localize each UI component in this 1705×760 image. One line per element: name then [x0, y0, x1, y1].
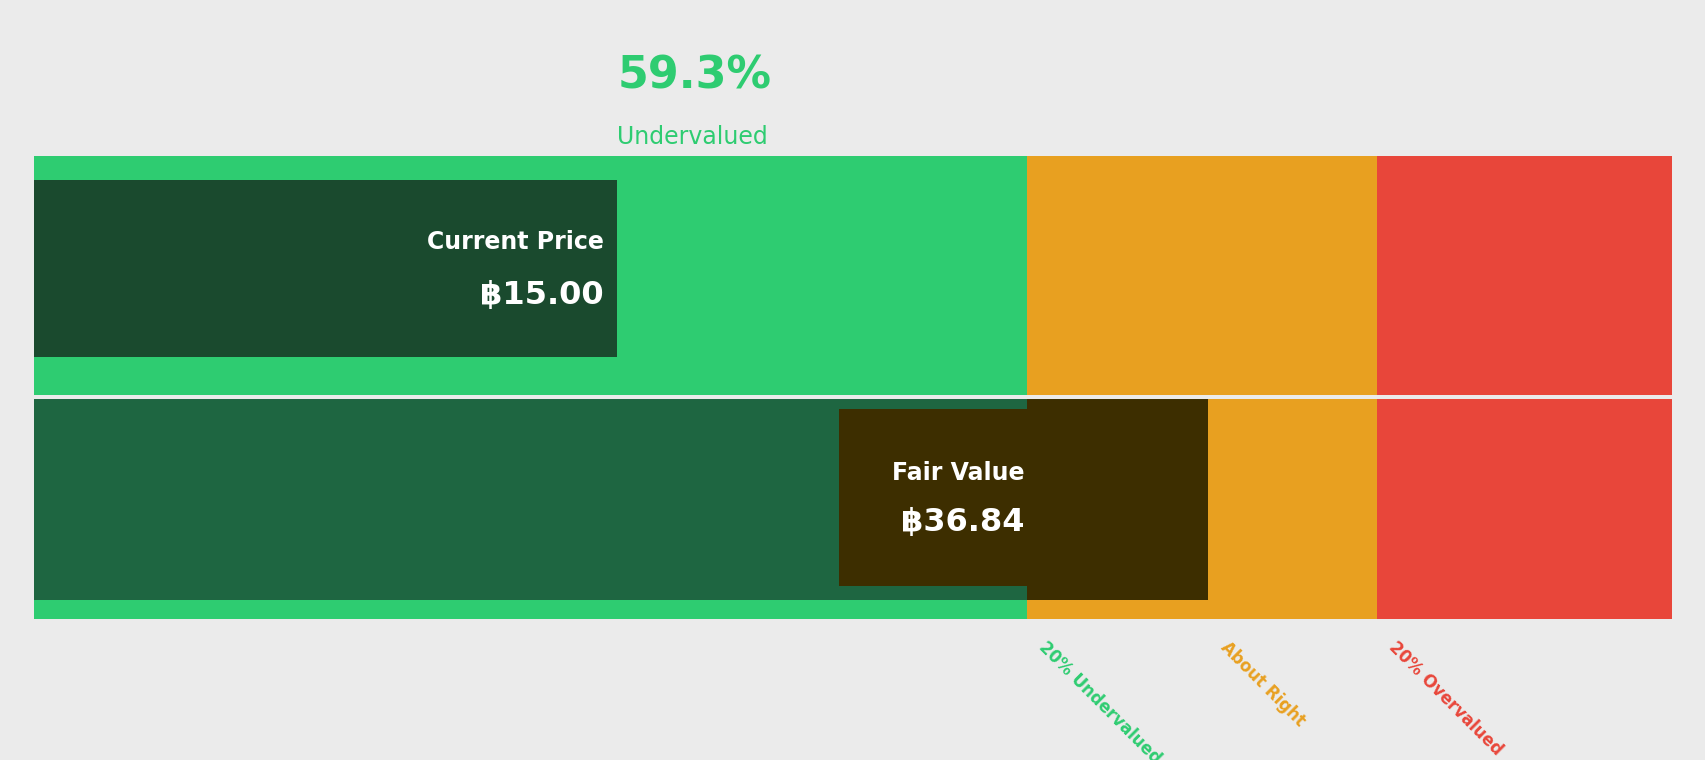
Text: 20% Overvalued: 20% Overvalued [1384, 638, 1506, 759]
Bar [34, 180, 617, 357]
Text: Fair Value: Fair Value [892, 461, 1025, 485]
Bar [1026, 399, 1207, 600]
Bar [34, 600, 1026, 619]
Bar [34, 156, 1026, 357]
Bar [1207, 376, 1376, 395]
Text: ฿15.00: ฿15.00 [479, 280, 604, 311]
Bar [34, 399, 1026, 600]
Bar [1026, 156, 1207, 357]
Bar [1376, 600, 1671, 619]
Bar [1026, 376, 1207, 395]
Bar [1207, 156, 1376, 357]
Bar [1207, 357, 1376, 376]
Bar [1207, 399, 1376, 600]
Bar [1376, 376, 1671, 395]
Bar [1207, 600, 1376, 619]
Bar [1376, 357, 1671, 376]
Text: 59.3%: 59.3% [617, 55, 771, 97]
Text: Undervalued: Undervalued [617, 125, 767, 149]
Text: Current Price: Current Price [426, 230, 604, 254]
Text: About Right: About Right [1216, 638, 1308, 730]
Bar [34, 357, 1026, 376]
Bar [1026, 357, 1207, 376]
Bar [34, 376, 1026, 395]
Bar [1376, 156, 1671, 357]
Text: 20% Undervalued: 20% Undervalued [1035, 638, 1165, 760]
Bar [1026, 600, 1207, 619]
Bar [1376, 399, 1671, 600]
Bar [839, 409, 1035, 586]
Text: ฿36.84: ฿36.84 [900, 507, 1025, 538]
